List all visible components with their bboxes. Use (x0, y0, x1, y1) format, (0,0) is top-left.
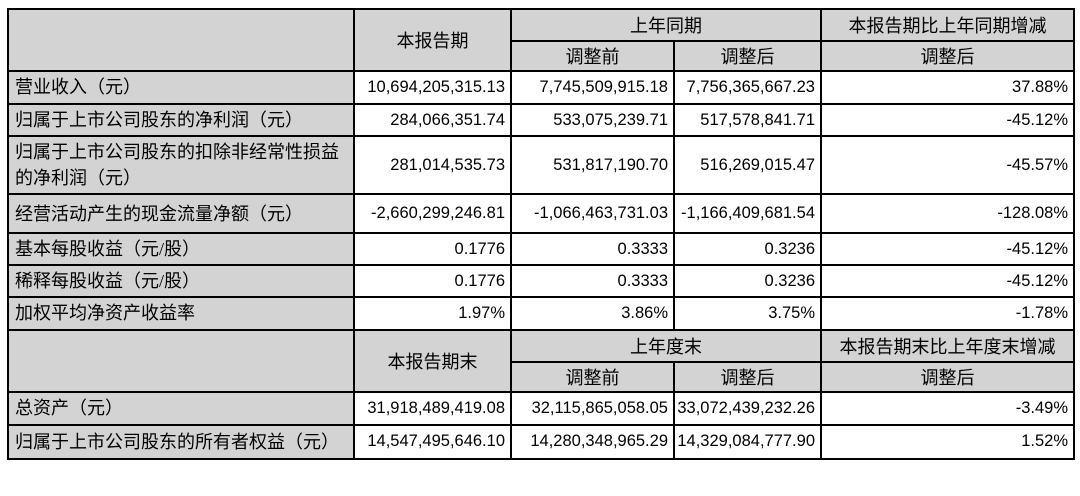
col-header-change-adjust-after-2: 调整后 (820, 360, 1075, 393)
current-period-value: 10,694,205,315.13 (353, 70, 512, 105)
table-row-basic-eps: 基本每股收益（元/股） 0.1776 0.3333 0.3236 -45.12% (7, 232, 1075, 267)
current-period-value: -2,660,299,246.81 (353, 193, 512, 235)
col-header-adjust-before: 调整前 (510, 40, 675, 72)
prior-after-value: 14,329,084,777.90 (673, 423, 822, 460)
col-header-current-period-end: 本报告期末 (353, 328, 512, 393)
table-row-weighted-avg-roe: 加权平均净资产收益率 1.97% 3.86% 3.75% -1.78% (7, 296, 1075, 331)
corner-cell (7, 8, 355, 72)
row-label: 归属于上市公司股东的所有者权益（元） (7, 423, 355, 460)
row-label: 归属于上市公司股东的扣除非经常性损益的净利润（元） (7, 135, 355, 196)
table-row-revenue: 营业收入（元） 10,694,205,315.13 7,745,509,915.… (7, 70, 1075, 105)
prior-after-value: -1,166,409,681.54 (673, 193, 822, 235)
table-row-diluted-eps: 稀释每股收益（元/股） 0.1776 0.3333 0.3236 -45.12% (7, 264, 1075, 299)
col-header-prior-period-group: 上年同期 (510, 8, 822, 42)
header-row-1: 本报告期 上年同期 本报告期比上年同期增减 (7, 8, 1075, 72)
prior-before-value: 0.3333 (510, 264, 675, 299)
row-label: 加权平均净资产收益率 (7, 296, 355, 331)
current-period-end-value: 14,547,495,646.10 (353, 423, 512, 460)
col-header-adjust-after-2: 调整后 (673, 360, 822, 393)
prior-after-value: 3.75% (673, 296, 822, 331)
header-row-2: 调整前 调整后 调整后 (8, 40, 1075, 72)
table-row-total-assets: 总资产（元） 31,918,489,419.08 32,115,865,058.… (7, 390, 1075, 426)
col-header-change-group: 本报告期比上年同期增减 (820, 8, 1075, 42)
current-period-value: 1.97% (353, 296, 512, 331)
prior-after-value: 33,072,439,232.26 (673, 390, 822, 426)
prior-before-value: -1,066,463,731.03 (510, 193, 675, 235)
change-value: 1.52% (820, 423, 1075, 460)
row-label: 稀释每股收益（元/股） (7, 264, 355, 299)
prior-before-value: 533,075,239.71 (510, 102, 675, 138)
change-value: -45.12% (820, 102, 1075, 138)
row-label: 基本每股收益（元/股） (7, 232, 355, 267)
prior-before-value: 32,115,865,058.05 (510, 390, 675, 426)
row-label: 营业收入（元） (7, 70, 355, 105)
current-period-end-value: 31,918,489,419.08 (353, 390, 512, 426)
financial-summary-table: 本报告期 上年同期 本报告期比上年同期增减 调整前 调整后 调整后 营业收入（元… (7, 8, 1075, 460)
change-value: -45.12% (820, 264, 1075, 299)
col-header-change-group-2: 本报告期末比上年度末增减 (820, 328, 1075, 363)
prior-after-value: 7,756,365,667.23 (673, 70, 822, 105)
col-header-change-adjust-after: 调整后 (820, 40, 1075, 72)
row-label: 经营活动产生的现金流量净额（元） (7, 193, 355, 235)
header-row-4: 调整前 调整后 调整后 (8, 360, 1075, 393)
prior-before-value: 0.3333 (510, 232, 675, 267)
prior-after-value: 516,269,015.47 (673, 135, 822, 196)
table-row-net-profit-excl-nonrecurring: 归属于上市公司股东的扣除非经常性损益的净利润（元） 281,014,535.73… (7, 135, 1075, 196)
corner-cell-2 (7, 328, 355, 393)
prior-before-value: 3.86% (510, 296, 675, 331)
change-value: -128.08% (820, 193, 1075, 235)
col-header-adjust-after: 调整后 (673, 40, 822, 72)
col-header-prior-year-end-group: 上年度末 (510, 328, 822, 363)
table-row-operating-cash-flow: 经营活动产生的现金流量净额（元） -2,660,299,246.81 -1,06… (7, 193, 1075, 235)
prior-before-value: 14,280,348,965.29 (510, 423, 675, 460)
current-period-value: 281,014,535.73 (353, 135, 512, 196)
table-row-net-profit: 归属于上市公司股东的净利润（元） 284,066,351.74 533,075,… (7, 102, 1075, 138)
change-value: -45.57% (820, 135, 1075, 196)
col-header-adjust-before-2: 调整前 (510, 360, 675, 393)
row-label: 归属于上市公司股东的净利润（元） (7, 102, 355, 138)
row-label: 总资产（元） (7, 390, 355, 426)
prior-before-value: 7,745,509,915.18 (510, 70, 675, 105)
header-row-3: 本报告期末 上年度末 本报告期末比上年度末增减 (7, 328, 1075, 393)
prior-after-value: 0.3236 (673, 264, 822, 299)
current-period-value: 0.1776 (353, 232, 512, 267)
change-value: -1.78% (820, 296, 1075, 331)
table-row-shareholders-equity: 归属于上市公司股东的所有者权益（元） 14,547,495,646.10 14,… (7, 423, 1075, 460)
prior-after-value: 517,578,841.71 (673, 102, 822, 138)
col-header-current-period: 本报告期 (353, 8, 512, 72)
prior-before-value: 531,817,190.70 (510, 135, 675, 196)
change-value: -45.12% (820, 232, 1075, 267)
prior-after-value: 0.3236 (673, 232, 822, 267)
current-period-value: 0.1776 (353, 264, 512, 299)
current-period-value: 284,066,351.74 (353, 102, 512, 138)
change-value: 37.88% (820, 70, 1075, 105)
change-value: -3.49% (820, 390, 1075, 426)
